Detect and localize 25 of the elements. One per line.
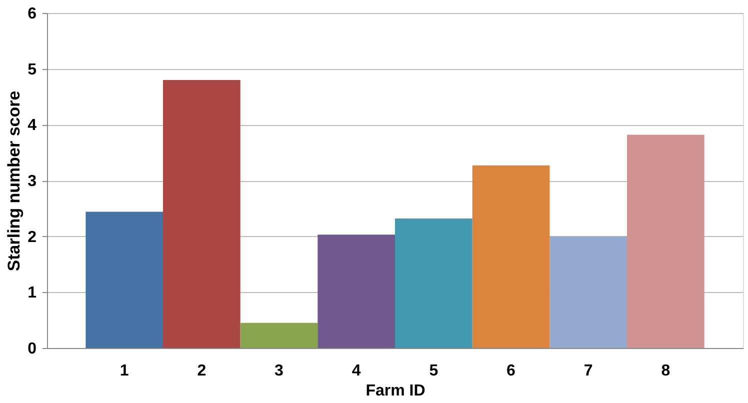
- bar: [395, 218, 472, 348]
- x-tick-label: 3: [274, 362, 284, 380]
- y-tick-label: 3: [28, 173, 37, 190]
- y-tick-label: 5: [28, 61, 37, 78]
- bar: [550, 236, 627, 348]
- x-tick-label: 4: [352, 362, 361, 380]
- bar: [318, 234, 395, 348]
- y-tick-label: 6: [28, 6, 37, 22]
- x-tick-label: 5: [429, 362, 438, 380]
- bar: [240, 322, 318, 348]
- x-tick-label: 2: [197, 362, 206, 380]
- bar: [163, 80, 240, 348]
- y-axis-title: Starling number score: [4, 90, 24, 272]
- bar: [472, 165, 550, 348]
- y-tick-label: 0: [28, 340, 37, 358]
- x-tick-label: 8: [661, 362, 670, 380]
- x-tick-label: 6: [506, 362, 516, 380]
- bar: [627, 134, 704, 348]
- y-tick-label: 4: [28, 117, 37, 134]
- y-tick-label: 1: [28, 284, 37, 302]
- x-axis-title: Farm ID: [366, 382, 426, 400]
- x-tick-label: 1: [120, 362, 129, 380]
- x-tick-label: 7: [584, 362, 593, 380]
- bar: [86, 212, 163, 348]
- y-tick-label: 2: [28, 228, 37, 246]
